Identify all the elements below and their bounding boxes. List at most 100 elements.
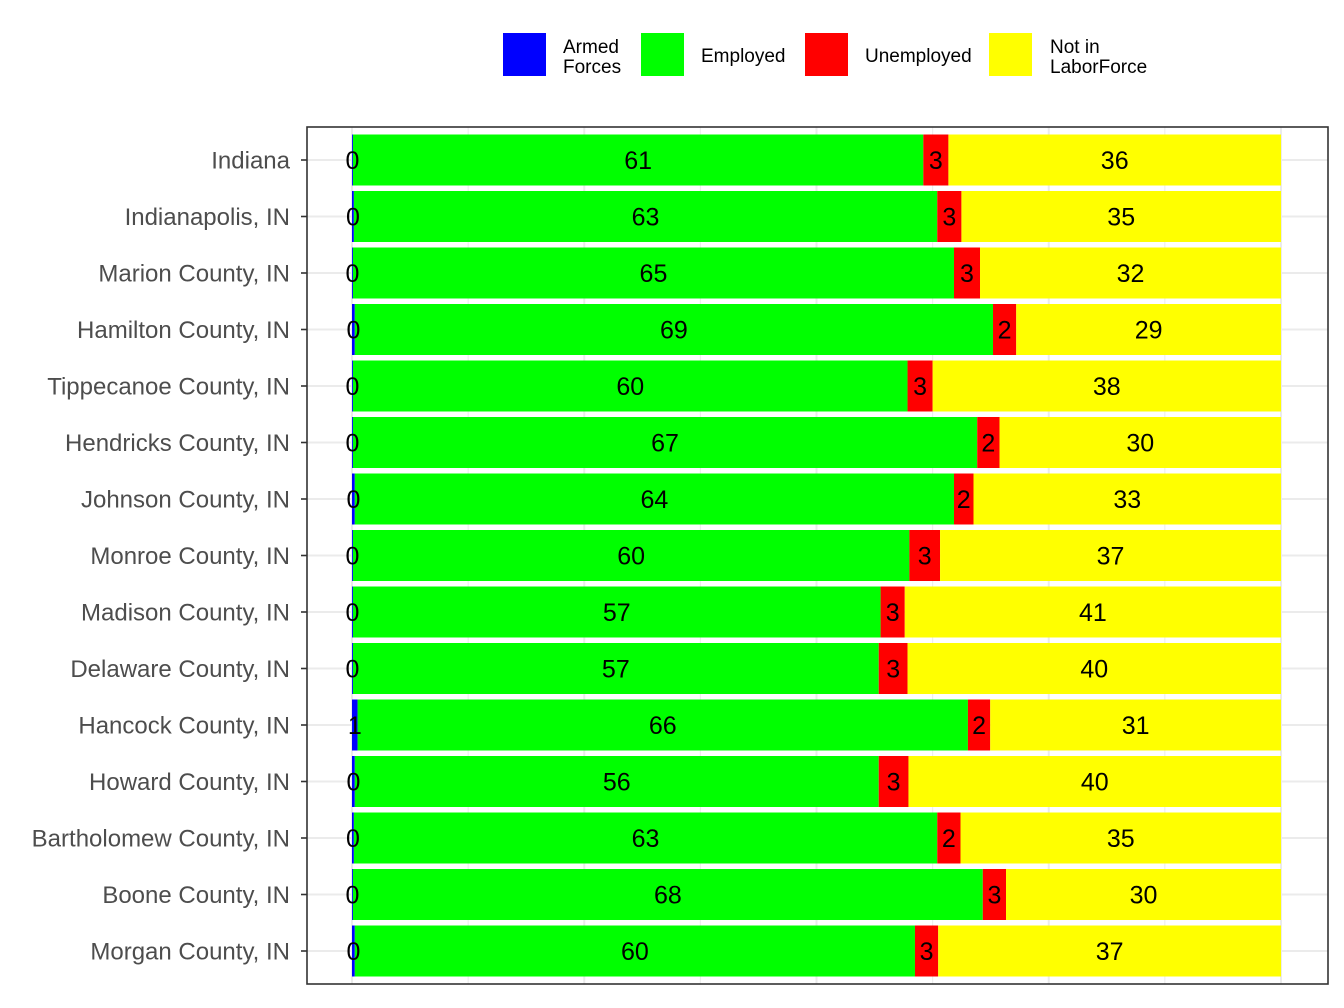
y-tick-label: Delaware County, IN	[70, 656, 290, 683]
legend-item-unemployed: Unemployed	[805, 33, 972, 76]
legend-item-not-in-laborforce: Not in LaborForce	[989, 33, 1147, 78]
bar-segment-employed	[354, 925, 915, 977]
bar-segment-armed-forces	[352, 530, 353, 581]
bar-segment-employed	[354, 304, 994, 355]
bar-segment-armed-forces	[352, 869, 353, 920]
value-label-not-in-laborforce: 32	[1117, 260, 1145, 288]
bar-segment-unemployed	[878, 756, 909, 807]
y-tick-label: Monroe County, IN	[90, 543, 290, 570]
bar-segment-armed-forces	[352, 473, 355, 525]
value-label-employed: 56	[603, 769, 631, 797]
value-label-armed-forces: 0	[346, 938, 360, 966]
legend-key-unemployed	[805, 33, 848, 76]
value-label-not-in-laborforce: 33	[1113, 486, 1141, 514]
bar-segment-employed	[352, 530, 910, 581]
value-label-not-in-laborforce: 40	[1080, 656, 1108, 684]
value-label-armed-forces: 0	[346, 599, 360, 627]
legend: Armed Forces Employed Unemployed Not in Labor…	[503, 33, 1147, 78]
value-label-not-in-laborforce: 30	[1130, 882, 1158, 910]
value-label-employed: 60	[617, 543, 645, 571]
bar-segment-armed-forces	[352, 812, 354, 864]
value-label-armed-forces: 0	[346, 486, 360, 514]
value-label-employed: 69	[660, 317, 688, 345]
y-tick-label: Hancock County, IN	[78, 713, 290, 740]
legend-label-armed-forces: Armed Forces	[563, 37, 621, 78]
value-label-employed: 65	[640, 260, 668, 288]
bar-segment-not-in-laborforce	[1006, 869, 1281, 920]
bar-segment-armed-forces	[352, 360, 353, 412]
value-label-unemployed: 2	[972, 712, 986, 740]
value-label-employed: 64	[640, 486, 668, 514]
bar-segment-employed	[352, 360, 908, 412]
bar-segment-employed	[353, 191, 938, 242]
y-tick-label: Indianapolis, IN	[125, 204, 290, 231]
value-label-unemployed: 3	[886, 656, 900, 684]
value-label-unemployed: 2	[981, 430, 995, 458]
bar-segment-not-in-laborforce	[999, 417, 1281, 468]
bar-segment-armed-forces	[352, 699, 358, 751]
value-label-employed: 63	[632, 204, 660, 232]
bar-segment-armed-forces	[352, 756, 355, 807]
value-label-employed: 61	[624, 147, 652, 175]
legend-label-not-in-laborforce: Not in LaborForce	[1050, 37, 1147, 78]
legend-label-unemployed: Unemployed	[865, 46, 972, 67]
value-label-employed: 67	[651, 430, 679, 458]
legend-item-armed-forces: Armed Forces	[503, 33, 621, 78]
legend-key-not-in-laborforce	[989, 33, 1032, 76]
value-label-armed-forces: 0	[346, 825, 360, 853]
value-label-not-in-laborforce: 37	[1096, 938, 1124, 966]
bar-segment-employed	[352, 643, 879, 694]
bar-segment-not-in-laborforce	[980, 247, 1281, 299]
value-label-armed-forces: 0	[346, 430, 360, 458]
value-label-unemployed: 2	[998, 317, 1012, 345]
bar-segment-employed	[352, 134, 924, 186]
bar-segment-unemployed	[914, 925, 939, 977]
bar-segment-employed	[354, 473, 954, 525]
y-tick-label: Indiana	[211, 148, 290, 175]
bar-segment-unemployed	[923, 134, 949, 186]
bar-segment-unemployed	[977, 417, 1000, 468]
value-label-not-in-laborforce: 35	[1107, 825, 1135, 853]
bar-segment-armed-forces	[352, 586, 353, 638]
bar-segment-armed-forces	[352, 304, 355, 355]
y-tick-label: Johnson County, IN	[81, 487, 290, 514]
bar-segment-unemployed	[993, 304, 1017, 355]
y-tick-label: Madison County, IN	[81, 600, 290, 627]
value-label-not-in-laborforce: 36	[1101, 147, 1129, 175]
bar-segment-not-in-laborforce	[973, 473, 1281, 525]
bar-segment-unemployed	[953, 473, 974, 525]
bar-segment-armed-forces	[352, 925, 355, 977]
value-label-armed-forces: 0	[346, 260, 360, 288]
bar-segment-not-in-laborforce	[938, 925, 1281, 977]
value-label-armed-forces: 0	[346, 882, 360, 910]
value-label-employed: 63	[632, 825, 660, 853]
value-label-not-in-laborforce: 35	[1107, 204, 1135, 232]
bar-segment-unemployed	[909, 530, 941, 581]
bar-segment-employed	[352, 417, 978, 468]
value-label-employed: 60	[616, 373, 644, 401]
value-label-not-in-laborforce: 31	[1122, 712, 1150, 740]
value-label-armed-forces: 1	[348, 712, 362, 740]
bar-segment-employed	[352, 247, 954, 299]
bar-segment-employed	[352, 869, 983, 920]
value-label-unemployed: 3	[929, 147, 943, 175]
legend-key-employed	[641, 33, 684, 76]
bar-segment-armed-forces	[352, 643, 353, 694]
bar-segment-not-in-laborforce	[932, 360, 1281, 412]
value-labels: 0 61 3 360 63 3 350 65 3 320 69 2 290 60 3 380 67 2 300 64 2…	[346, 147, 1163, 966]
legend-item-employed: Employed	[641, 33, 786, 76]
bar-segment-not-in-laborforce	[990, 699, 1281, 751]
value-label-unemployed: 3	[918, 543, 932, 571]
value-label-unemployed: 3	[913, 373, 927, 401]
bar-segment-unemployed	[982, 869, 1007, 920]
value-label-employed: 68	[654, 882, 682, 910]
y-tick-label: Hendricks County, IN	[65, 430, 290, 457]
value-label-armed-forces: 0	[346, 656, 360, 684]
bar-segment-unemployed	[937, 191, 962, 242]
value-label-not-in-laborforce: 38	[1093, 373, 1121, 401]
bar-segment-employed	[353, 812, 938, 864]
y-tick-label: Tippecanoe County, IN	[47, 374, 290, 401]
value-label-not-in-laborforce: 40	[1081, 769, 1109, 797]
y-tick-label: Bartholomew County, IN	[32, 826, 290, 853]
